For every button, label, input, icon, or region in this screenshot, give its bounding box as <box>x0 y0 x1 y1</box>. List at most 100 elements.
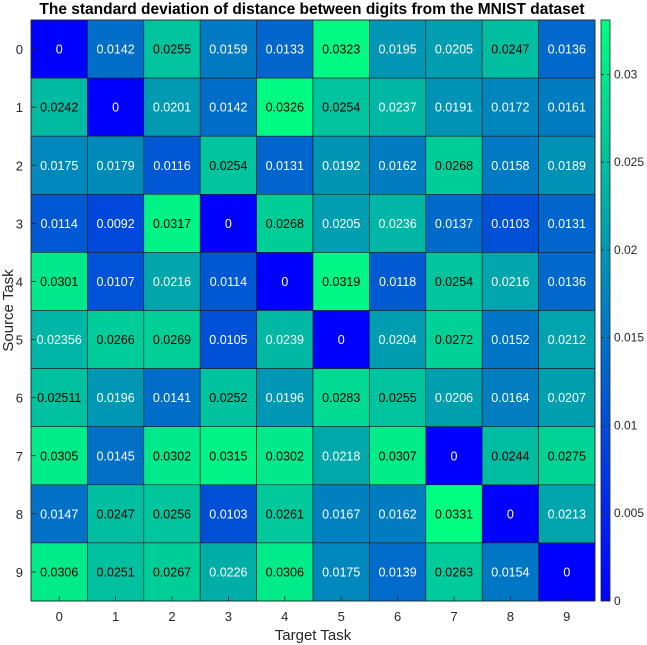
heatmap-cell <box>30 310 88 369</box>
heatmap-cell <box>199 77 257 137</box>
cell-value-label: 0.0158 <box>491 159 529 173</box>
cell-value-label: 0.0242 <box>40 101 78 115</box>
heatmap-cell <box>369 542 427 602</box>
heatmap-cell <box>481 310 539 369</box>
heatmap-cell <box>369 135 427 195</box>
colorbar-ticks: 0 0.005 0.01 0.015 0.02 0.025 0.03 <box>601 67 644 608</box>
cell-value-label: 0.0302 <box>153 449 191 463</box>
cell-value-label: 0.0263 <box>435 565 473 579</box>
cell-value-label: 0.0306 <box>266 565 304 579</box>
cell-value-label: 0.0179 <box>96 159 134 173</box>
cell-value-label: 0.0216 <box>491 275 529 289</box>
cell-value-label: 0.0147 <box>40 507 78 521</box>
cell-value-label: 0 <box>338 333 345 347</box>
x-tick-label: 9 <box>563 609 570 624</box>
cell-value-label: 0.0261 <box>266 507 304 521</box>
cell-value-label: 0.0326 <box>266 101 304 115</box>
heatmap-cell <box>256 135 314 195</box>
heatmap-cell <box>87 252 145 311</box>
heatmap-cell <box>481 542 539 602</box>
cell-value-label: 0.0252 <box>209 391 247 405</box>
cell-value-label: 0.0237 <box>378 101 416 115</box>
cell-value-label: 0.0247 <box>96 507 134 521</box>
heatmap-cell <box>481 484 539 544</box>
cell-value-label: 0.0301 <box>40 275 78 289</box>
heatmap-cell <box>199 310 257 369</box>
cell-value-label: 0.0137 <box>435 217 473 231</box>
y-tick-label: 3 <box>16 216 23 231</box>
cell-value-label: 0.0204 <box>378 333 416 347</box>
x-tick-label: 1 <box>112 609 119 624</box>
y-tick-label: 7 <box>16 449 23 464</box>
cell-value-label: 0.0317 <box>153 217 191 231</box>
colorbar-tick-label: 0.015 <box>614 331 644 345</box>
heatmap-cell <box>481 368 539 428</box>
cell-value-label: 0.0103 <box>491 217 529 231</box>
x-tick-label: 2 <box>168 609 175 624</box>
heatmap-cell <box>312 310 370 369</box>
plot-frame <box>30 19 596 602</box>
y-tick-label: 2 <box>16 158 23 173</box>
cell-value-label: 0.0236 <box>378 217 416 231</box>
cell-value-label: 0.0196 <box>266 391 304 405</box>
heatmap-cell <box>538 252 596 311</box>
x-tick-label: 7 <box>450 609 457 624</box>
heatmap-cell <box>199 426 257 486</box>
cell-value-label: 0.0239 <box>266 333 304 347</box>
cell-value-label: 0.0103 <box>209 507 247 521</box>
cell-value-label: 0.0167 <box>322 507 360 521</box>
cell-value-label: 0.0247 <box>491 43 529 57</box>
cell-value-label: 0.0205 <box>435 43 473 57</box>
cell-value-label: 0 <box>56 43 63 57</box>
cell-value-label: 0.0283 <box>322 391 360 405</box>
cell-value-label: 0.0306 <box>40 565 78 579</box>
heatmap-cell <box>312 484 370 544</box>
x-tick-label: 3 <box>225 609 232 624</box>
heatmap-cell <box>425 135 483 195</box>
cell-value-label: 0.0256 <box>153 507 191 521</box>
heatmap-cell <box>87 19 145 79</box>
heatmap-cell <box>481 77 539 137</box>
cell-value-label: 0.0255 <box>378 391 416 405</box>
heatmap-cell <box>199 368 257 428</box>
colorbar-tick-label: 0 <box>614 594 621 608</box>
y-tick-label: 6 <box>16 391 23 406</box>
heatmap-cell <box>369 484 427 544</box>
cell-value-label: 0.0107 <box>96 275 134 289</box>
cell-value-label: 0.0142 <box>96 43 134 57</box>
heatmap-cell <box>143 310 201 369</box>
cell-value-label: 0 <box>225 217 232 231</box>
heatmap-cell <box>425 426 483 486</box>
heatmap-cell <box>256 484 314 544</box>
heatmap-cell <box>87 542 145 602</box>
colorbar-tick-label: 0.025 <box>614 155 644 169</box>
heatmap-cell <box>87 77 145 137</box>
x-axis-label: Target Task <box>275 627 352 644</box>
cell-value-label: 0.0212 <box>548 333 586 347</box>
cell-value-label: 0.0268 <box>266 217 304 231</box>
heatmap-cell <box>143 135 201 195</box>
heatmap-cell <box>425 194 483 253</box>
heatmap-cell <box>369 368 427 428</box>
cell-value-label: 0.0139 <box>378 565 416 579</box>
cell-value-label: 0.0114 <box>210 275 247 289</box>
heatmap-cell <box>256 310 314 369</box>
heatmap-cell <box>481 194 539 253</box>
colorbar <box>600 19 611 602</box>
heatmap-cell <box>425 77 483 137</box>
heatmap-cell <box>256 77 314 137</box>
y-axis-label: Source Task <box>0 269 17 352</box>
cell-value-label: 0.0164 <box>491 391 529 405</box>
heatmap-cell <box>369 426 427 486</box>
heatmap-cell <box>143 252 201 311</box>
cell-value-label: 0.0331 <box>435 507 473 521</box>
cell-value-label: 0.0255 <box>153 43 191 57</box>
cell-value-label: 0.0136 <box>548 43 586 57</box>
heatmap-cell <box>256 194 314 253</box>
heatmap-cell <box>481 135 539 195</box>
heatmap-cell <box>30 194 88 253</box>
x-tick-label: 8 <box>507 609 514 624</box>
x-tick-label: 4 <box>281 609 288 624</box>
heatmap-cell <box>481 252 539 311</box>
x-tick-label: 6 <box>394 609 401 624</box>
